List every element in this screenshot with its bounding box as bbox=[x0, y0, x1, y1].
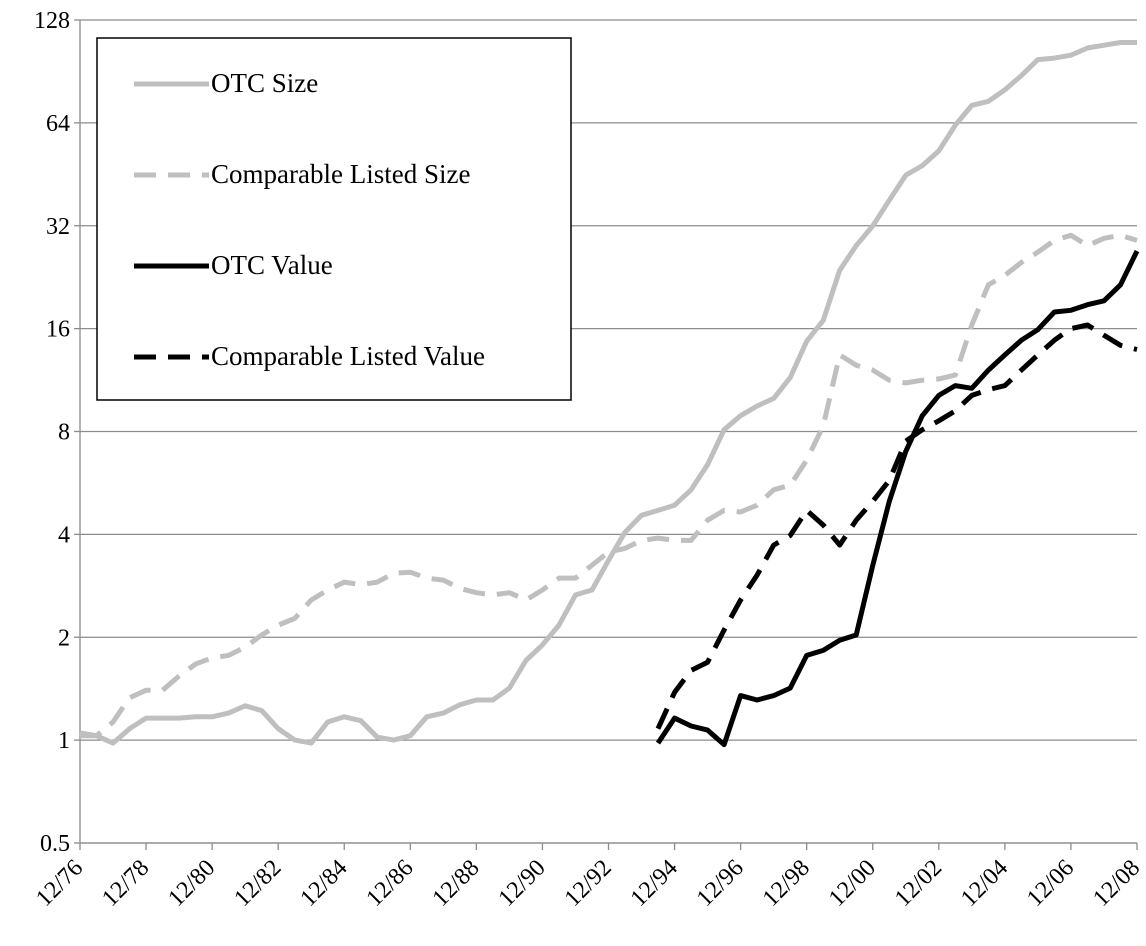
x-tick-label: 12/90 bbox=[494, 855, 551, 912]
series-line bbox=[655, 322, 1138, 730]
x-tick-label: 12/96 bbox=[692, 855, 749, 912]
x-tick-label: 12/92 bbox=[560, 855, 617, 912]
legend-box bbox=[96, 37, 572, 401]
x-tick-label: 12/02 bbox=[890, 855, 947, 912]
y-tick-label: 1 bbox=[58, 728, 70, 754]
series-line bbox=[655, 249, 1140, 748]
x-tick-label: 12/94 bbox=[626, 855, 683, 912]
x-tick-label: 12/80 bbox=[163, 855, 220, 912]
y-tick-label: 32 bbox=[46, 214, 70, 240]
x-tick-label: 12/00 bbox=[824, 855, 881, 912]
legend-label: Comparable Listed Size bbox=[211, 159, 470, 189]
y-tick-label: 64 bbox=[46, 111, 70, 137]
y-tick-label: 128 bbox=[34, 8, 70, 34]
x-tick-label: 12/04 bbox=[956, 855, 1013, 912]
x-tick-label: 12/82 bbox=[229, 855, 286, 912]
x-tick-label: 12/06 bbox=[1022, 855, 1079, 912]
y-tick-label: 8 bbox=[58, 420, 70, 446]
x-tick-label: 12/88 bbox=[428, 855, 485, 912]
series-line bbox=[80, 232, 1138, 739]
x-tick-label: 12/76 bbox=[31, 855, 88, 912]
x-tick-label: 12/78 bbox=[97, 855, 154, 912]
y-tick-label: 4 bbox=[58, 522, 70, 548]
legend-label: Comparable Listed Value bbox=[211, 341, 485, 371]
series-line bbox=[79, 40, 1137, 746]
y-tick-label: 2 bbox=[58, 625, 70, 651]
legend: OTC Size Comparable Listed Size OTC Value C… bbox=[96, 37, 572, 401]
y-tick-label: 0.5 bbox=[40, 831, 70, 857]
legend-label: OTC Size bbox=[211, 68, 318, 98]
x-tick-label: 12/08 bbox=[1088, 855, 1145, 912]
x-tick-label: 12/98 bbox=[758, 855, 815, 912]
legend-label: OTC Value bbox=[211, 250, 333, 280]
x-tick-label: 12/84 bbox=[295, 855, 352, 912]
y-tick-label: 16 bbox=[46, 317, 70, 343]
x-tick-label: 12/86 bbox=[362, 855, 419, 912]
